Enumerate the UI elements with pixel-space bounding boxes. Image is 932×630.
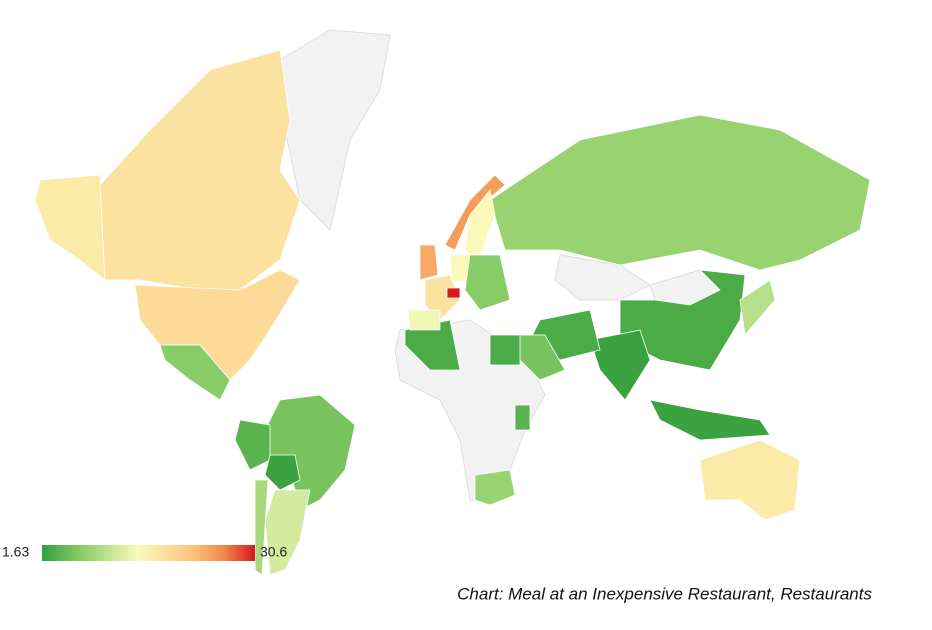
region <box>134 269 301 381</box>
regions <box>34 49 871 576</box>
region <box>649 399 771 441</box>
region <box>489 334 521 366</box>
region <box>489 114 871 271</box>
region <box>407 309 441 331</box>
region <box>254 479 269 576</box>
region <box>419 244 439 281</box>
region <box>464 254 511 311</box>
caption: Chart: Meal at an Inexpensive Restaurant… <box>457 584 872 603</box>
region <box>264 489 311 576</box>
region <box>234 419 271 471</box>
region <box>404 319 461 371</box>
region <box>514 404 531 431</box>
legend-bar <box>42 545 255 561</box>
region <box>264 454 301 491</box>
legend-min: 1.63 <box>2 544 29 560</box>
region <box>699 439 801 521</box>
region <box>424 274 461 321</box>
region <box>159 344 231 401</box>
region <box>99 49 301 291</box>
greenland <box>279 29 391 231</box>
region <box>34 174 106 281</box>
region <box>446 287 461 299</box>
legend-max: 30.6 <box>260 544 287 560</box>
region <box>464 189 496 261</box>
region <box>589 329 651 401</box>
region <box>739 279 776 336</box>
region <box>474 469 516 506</box>
